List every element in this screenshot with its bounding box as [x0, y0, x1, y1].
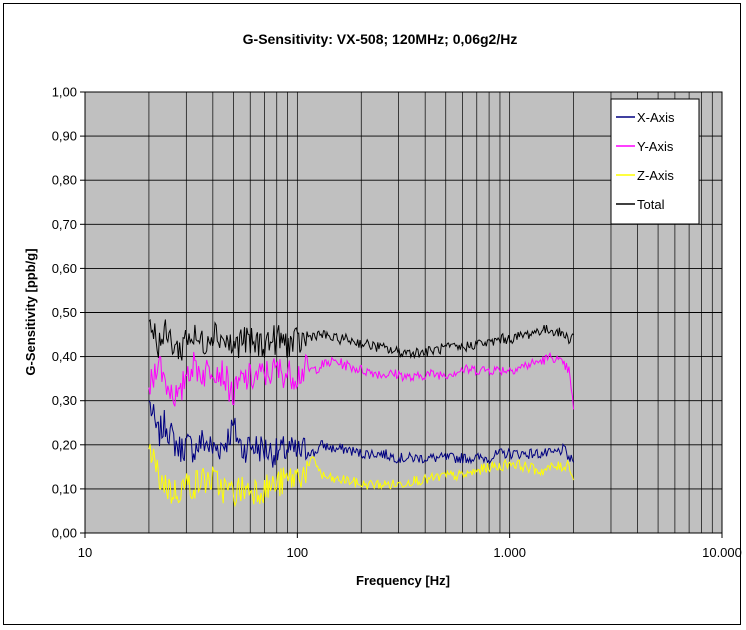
legend-label: Total	[637, 197, 665, 212]
y-tick-label: 0,90	[52, 129, 77, 144]
x-tick-label: 1.000	[493, 545, 526, 560]
x-tick-label: 10	[78, 545, 92, 560]
series-line-total	[148, 318, 574, 361]
plot-border	[84, 91, 723, 534]
chart-title: G-Sensitivity: VX-508; 120MHz; 0,06g2/Hz	[243, 31, 518, 47]
legend-label: Z-Axis	[637, 168, 674, 183]
y-tick-label: 0,00	[52, 526, 77, 541]
series-line-z-axis	[148, 444, 575, 508]
y-tick-label: 0,30	[52, 393, 77, 408]
y-tick-labels: 0,00 0,10 0,20 0,30 0,40 0,50 0,60 0,70 0,80 0,90…	[52, 85, 85, 541]
series-line-x-axis	[148, 400, 575, 468]
y-tick-label: 0,50	[52, 305, 77, 320]
y-tick-label: 1,00	[52, 85, 77, 100]
y-tick-label: 0,70	[52, 217, 77, 232]
legend-label: Y-Axis	[637, 139, 674, 154]
y-axis-label: G-Sensitivity [ppb/g]	[23, 248, 38, 375]
legend-box	[610, 98, 700, 225]
y-tick-label: 0,20	[52, 437, 77, 452]
y-tick-label: 0,10	[52, 481, 77, 496]
x-tick-labels: 10 100 1.000 10.000	[78, 533, 742, 560]
y-tick-label: 0,40	[52, 349, 77, 364]
x-axis-label: Frequency [Hz]	[356, 573, 450, 588]
legend: X-Axis Y-Axis Z-Axis Total	[610, 98, 700, 225]
y-tick-label: 0,80	[52, 173, 77, 188]
series-line-y-axis	[148, 351, 575, 410]
series-group	[148, 318, 575, 508]
y-tick-label: 0,60	[52, 261, 77, 276]
y-gridlines	[85, 135, 722, 490]
x-tick-label: 100	[286, 545, 308, 560]
legend-label: X-Axis	[637, 110, 675, 125]
x-tick-label: 10.000	[702, 545, 742, 560]
